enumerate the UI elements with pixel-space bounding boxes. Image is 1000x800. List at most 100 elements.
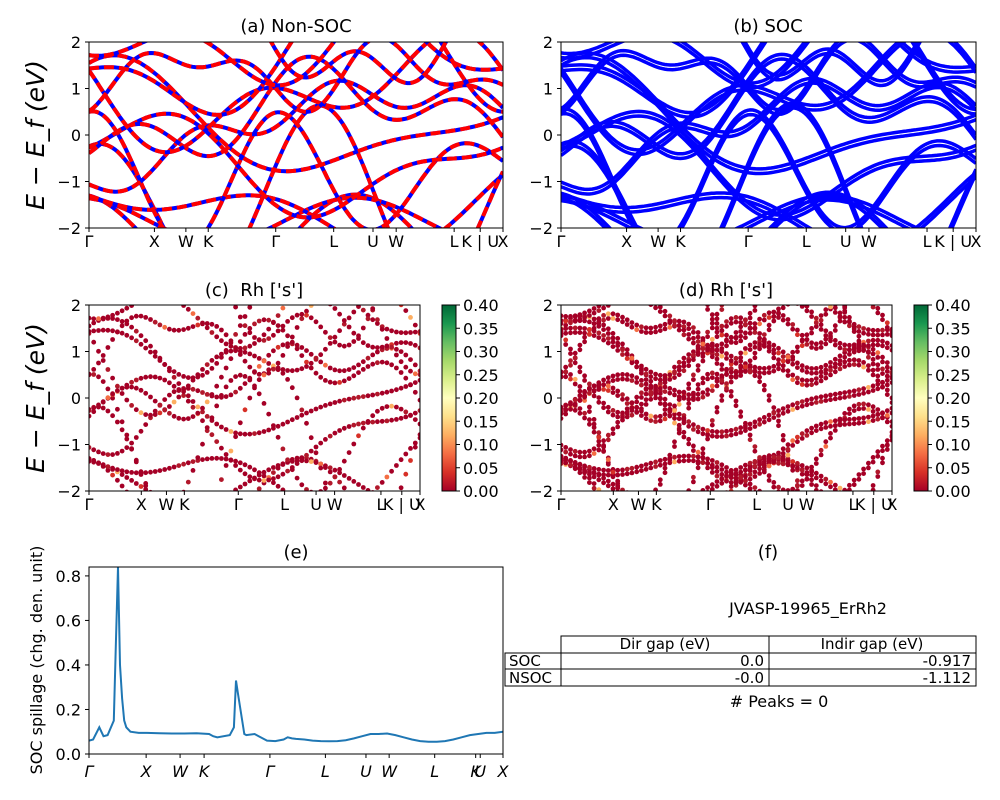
projection-point (842, 487, 848, 491)
projection-point (318, 298, 323, 303)
projection-point (341, 318, 347, 323)
projection-point (813, 366, 819, 371)
projection-point (563, 364, 569, 370)
colorbar-tick-label: 0.05 (935, 459, 971, 478)
projection-point (398, 406, 404, 412)
projection-point (695, 460, 701, 466)
projection-point (757, 365, 762, 371)
projection-point (333, 255, 338, 260)
projection-point (828, 360, 833, 365)
projection-point (89, 371, 92, 377)
projection-point (587, 313, 592, 318)
projection-point (328, 305, 333, 307)
projection-point (766, 327, 772, 333)
projection-point (275, 423, 281, 429)
spillage-x-tick-label: U (474, 762, 486, 781)
spillage-x-tick-label: L (430, 762, 439, 781)
projection-point (379, 326, 385, 332)
projection-point (115, 406, 120, 412)
projection-point (587, 308, 592, 314)
projection-point (884, 360, 890, 365)
projection-point (728, 475, 734, 481)
projection-point (162, 537, 167, 542)
projection-point (842, 359, 848, 365)
projection-point (776, 455, 781, 461)
projection-point (785, 452, 791, 458)
projection-point (360, 420, 366, 426)
projection-point (285, 319, 290, 324)
projection-point (753, 255, 758, 260)
projection-point (719, 497, 724, 502)
projection-point (889, 331, 892, 337)
table-col-dir: Dir gap (eV) (620, 635, 711, 653)
projection-point (880, 332, 885, 338)
projection-point (577, 312, 583, 317)
projection-point (837, 395, 843, 401)
projection-point (799, 399, 805, 404)
projection-point (190, 414, 196, 419)
projection-point (337, 258, 342, 263)
projection-point (247, 431, 253, 437)
projection-point (700, 380, 706, 386)
projection-point (705, 432, 710, 438)
projection-point (752, 369, 758, 375)
projection-point (365, 312, 371, 318)
projection-point (714, 483, 720, 489)
projection-point (167, 541, 172, 546)
projection-point (861, 471, 866, 476)
projection-point (795, 365, 800, 370)
projection-point (242, 349, 248, 355)
k-tick-label: L (802, 232, 811, 251)
projection-point (790, 463, 796, 469)
projection-point (572, 464, 578, 470)
projection-point (115, 231, 120, 236)
projection-point (838, 551, 843, 556)
projection-point (266, 271, 271, 276)
projection-point (568, 447, 573, 452)
ylabel-energy-top: E − E_f (eV) (21, 60, 50, 210)
projection-point (561, 411, 564, 417)
projection-point (691, 458, 696, 464)
projection-point (587, 229, 592, 234)
projection-point (167, 404, 172, 409)
projection-point (237, 314, 243, 320)
projection-point (785, 359, 791, 365)
projection-point (752, 355, 758, 361)
projection-point (813, 370, 819, 376)
projection-point (380, 534, 385, 539)
projection-point (752, 463, 758, 469)
projection-point (356, 502, 361, 507)
projection-point (889, 395, 892, 401)
projection-point (615, 414, 621, 420)
projection-point (577, 369, 583, 375)
projection-point (866, 300, 871, 305)
projection-point (813, 380, 819, 386)
projection-point (814, 264, 819, 269)
projection-point (653, 329, 658, 335)
projection-point (308, 459, 314, 464)
projection-point (157, 468, 163, 473)
projection-point (582, 378, 587, 383)
projection-point (572, 318, 578, 323)
colorbar-tick-label: 0.35 (463, 319, 499, 338)
projection-point (842, 319, 848, 325)
ylabel-energy-mid: E − E_f (eV) (21, 323, 50, 473)
projection-point (657, 372, 663, 378)
projection-point (370, 317, 376, 323)
band-line-red (89, 42, 503, 114)
projection-point (596, 430, 602, 436)
projection-point (828, 435, 833, 441)
projection-point (384, 418, 390, 424)
projection-point (691, 453, 696, 459)
colorbar-tick-label: 0.40 (935, 296, 971, 315)
projection-point (615, 257, 620, 262)
projection-point (417, 368, 420, 374)
table-nsoc-indir: -1.112 (923, 669, 971, 687)
projection-point (605, 409, 611, 415)
projection-point (308, 305, 314, 308)
projection-point (785, 321, 791, 327)
projection-point (620, 415, 625, 420)
projection-point (143, 412, 149, 417)
projection-point (875, 258, 880, 263)
